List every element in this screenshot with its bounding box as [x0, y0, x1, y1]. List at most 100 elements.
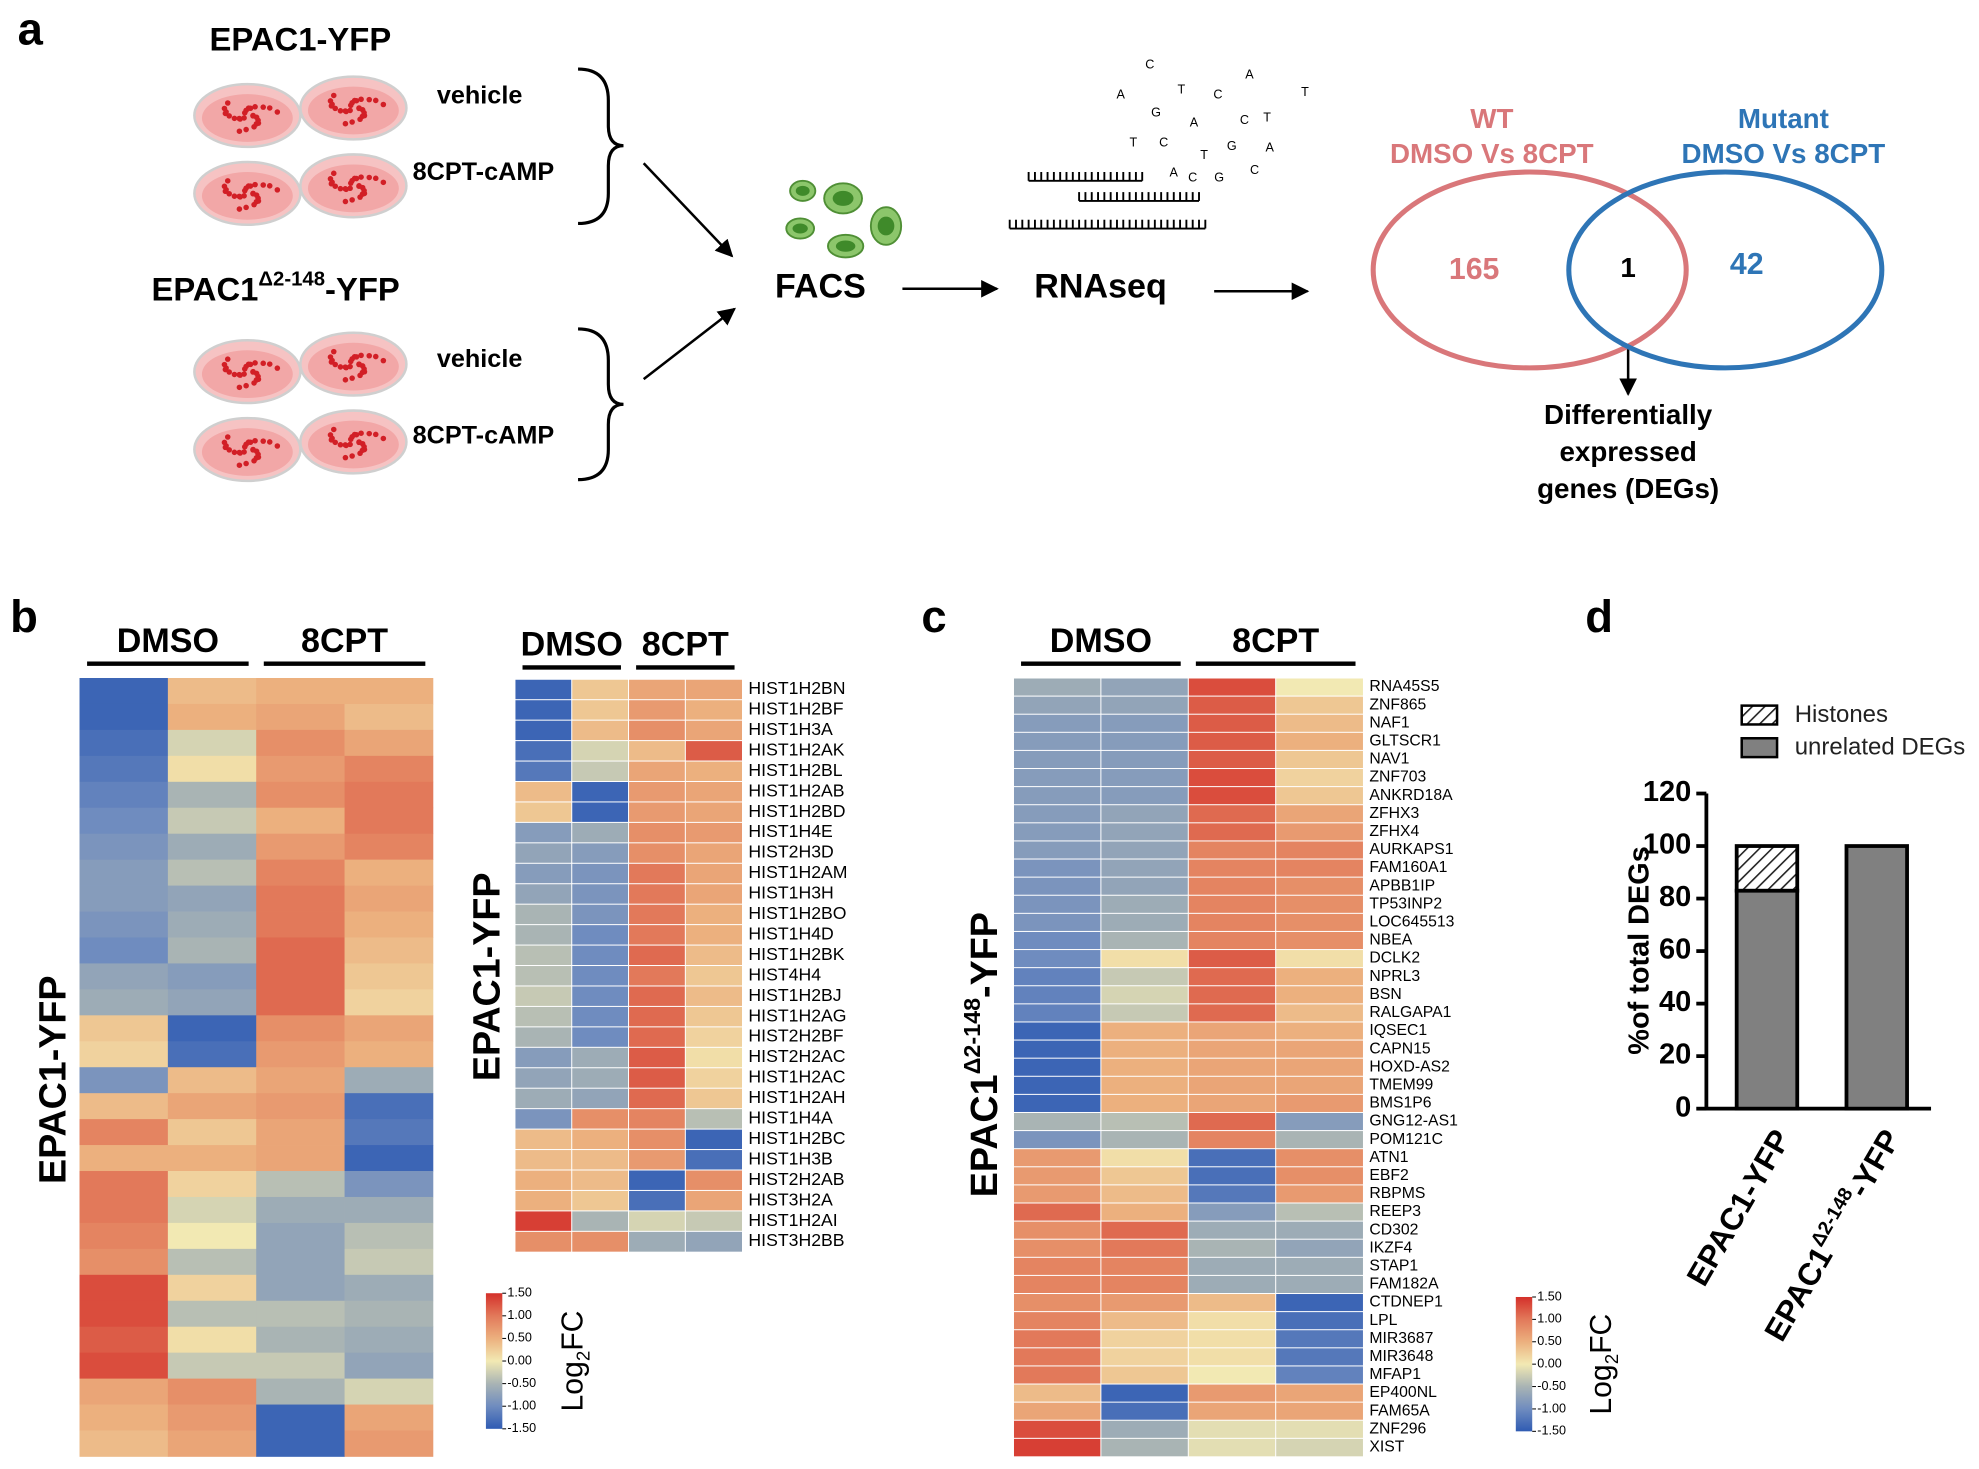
heat-cell	[628, 985, 687, 1008]
heat-cell	[514, 842, 573, 865]
cell-dot	[243, 204, 249, 211]
heat-cell	[571, 678, 630, 701]
heat-cell	[628, 699, 687, 722]
cell-dot	[247, 105, 254, 112]
heat-cell	[167, 703, 257, 731]
heat-cell	[256, 1248, 345, 1276]
cell-dot	[358, 430, 364, 436]
heat-cell	[571, 1230, 630, 1253]
heat-cell	[1100, 894, 1190, 915]
x-tick-label: EPAC1-YFP	[1680, 1124, 1798, 1292]
gene-label: XIST	[1369, 1439, 1404, 1456]
heat-cell	[1187, 1148, 1277, 1168]
heat-cell	[1100, 1220, 1190, 1241]
cell-dot	[349, 453, 355, 459]
heat-cell	[79, 1430, 169, 1457]
heat-cell	[514, 1149, 573, 1171]
heat-cell	[571, 1067, 630, 1090]
heat-cell	[1012, 840, 1102, 860]
heat-cell	[1275, 1148, 1364, 1168]
heat-cell	[1275, 786, 1364, 806]
heat-cell	[79, 807, 169, 835]
heat-cell	[1275, 822, 1364, 842]
heat-cell	[1275, 1075, 1364, 1096]
row-label-part: -YFP	[964, 912, 1006, 998]
heat-cell	[1012, 677, 1102, 697]
condition: 8CPT-cAMP	[413, 422, 555, 450]
y-tick-label: 120	[1643, 776, 1691, 808]
cell-dot	[330, 92, 337, 99]
cell-dot	[224, 100, 231, 106]
gene-label: HIST1H2BF	[748, 699, 843, 719]
cell-dot	[250, 113, 256, 119]
gene-label: HIST4H4	[748, 964, 821, 984]
heat-cell	[684, 780, 744, 803]
gene-label: BMS1P6	[1369, 1095, 1431, 1112]
heat-cell	[1275, 967, 1364, 987]
heat-cell	[1100, 677, 1190, 697]
heat-cell	[628, 719, 687, 742]
cell-dot	[332, 439, 339, 446]
sequence-letter: C	[1240, 113, 1249, 127]
heat-cell	[167, 963, 257, 990]
facs-label: FACS	[775, 268, 866, 306]
heat-cell	[1275, 1437, 1364, 1458]
heat-cell	[1187, 1437, 1277, 1458]
dish-inner	[307, 420, 399, 469]
heat-cell	[1012, 858, 1102, 879]
heat-cell	[571, 1108, 630, 1130]
heat-cell	[1012, 1419, 1102, 1440]
heat-cell	[167, 885, 257, 912]
venn-count: 42	[1730, 248, 1764, 281]
colorbar-log-label-part: FC	[1585, 1314, 1618, 1354]
colorbar-tick-label: 1.00	[1537, 1312, 1562, 1326]
heat-cell	[79, 833, 169, 861]
gene-label: HIST1H4E	[748, 821, 832, 841]
bar	[1844, 844, 1909, 1111]
cell-dot	[236, 115, 243, 122]
heat-cell	[1100, 1093, 1190, 1114]
heat-cell	[684, 1189, 744, 1212]
heat-cell	[1100, 713, 1190, 734]
heat-cell	[684, 801, 744, 824]
heat-cell	[628, 883, 687, 906]
gene-label: AURKAPS1	[1369, 841, 1453, 858]
cell-dot	[226, 369, 232, 375]
gene-label: HIST3H2A	[748, 1189, 833, 1209]
heat-cell	[1100, 1184, 1190, 1204]
heat-cell	[571, 985, 630, 1008]
cell-dot	[252, 437, 258, 444]
cell-dot	[347, 441, 353, 448]
cell-dot	[356, 439, 362, 446]
venn-left	[1370, 169, 1689, 371]
heat-cell	[684, 1210, 744, 1233]
heat-cell	[1187, 1057, 1277, 1078]
heat-cell	[1012, 876, 1102, 897]
heat-cell	[514, 760, 573, 783]
heat-cell	[1012, 949, 1102, 969]
cell-dot	[372, 97, 379, 104]
gene-label: HIST1H2AK	[748, 740, 844, 760]
heat-cell	[1100, 786, 1190, 806]
heat-cell	[1275, 912, 1364, 933]
cell-dot	[359, 191, 366, 197]
heat-cell	[1100, 1111, 1190, 1132]
heat-cell	[628, 760, 687, 783]
group-bar	[263, 661, 426, 666]
heat-cell	[1275, 894, 1364, 915]
heat-cell	[79, 1015, 169, 1042]
heat-cell	[1012, 1293, 1102, 1313]
heat-cell	[1012, 1075, 1102, 1096]
heat-cell	[1275, 949, 1364, 969]
heat-cell	[167, 1274, 257, 1302]
gene-label: RBPMS	[1369, 1185, 1425, 1202]
heat-cell	[344, 678, 434, 705]
cell-dot	[224, 178, 231, 184]
heat-cell	[1100, 1166, 1190, 1186]
outcome: Differentially	[1544, 399, 1713, 430]
gene-label: APBB1IP	[1369, 877, 1435, 894]
heat-cell	[514, 821, 573, 844]
heat-cell	[571, 1026, 630, 1049]
row-label-part: Δ2-148	[959, 998, 985, 1074]
row-label-part: EPAC1-YFP	[32, 976, 74, 1185]
